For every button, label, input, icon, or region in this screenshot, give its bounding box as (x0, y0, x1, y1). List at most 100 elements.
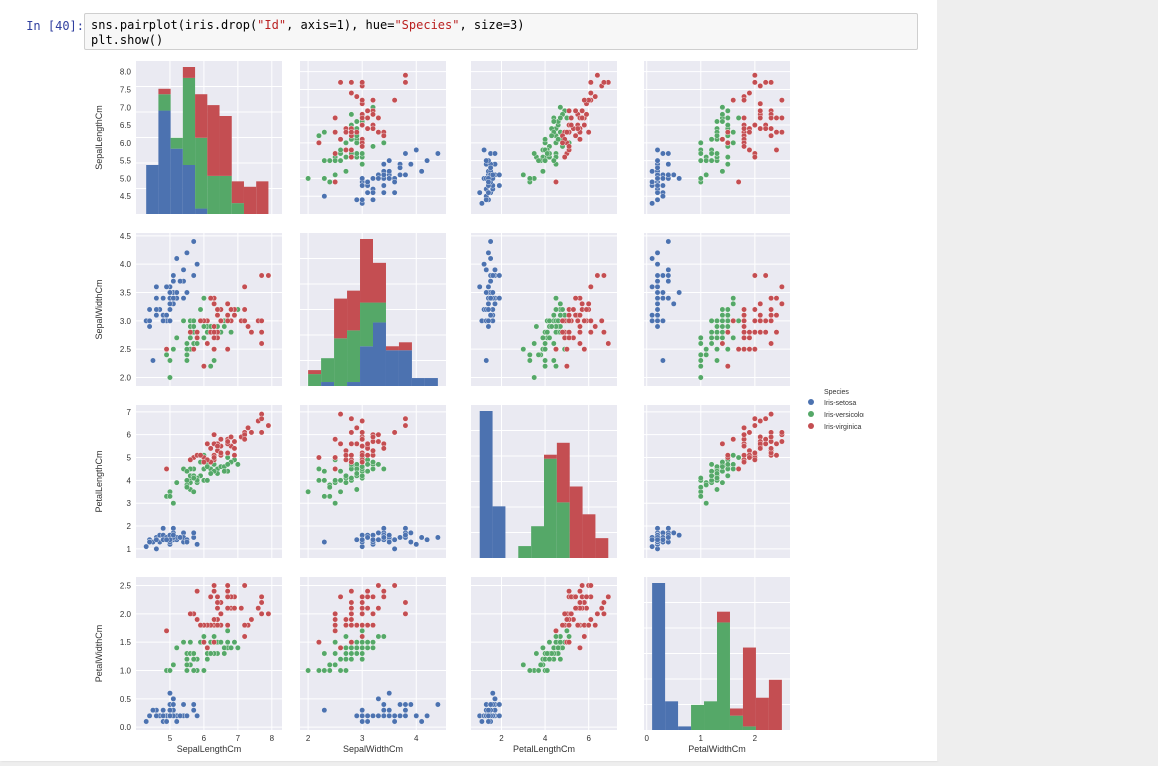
data-point-Iris-virginica (559, 622, 566, 629)
data-point-Iris-setosa (160, 295, 167, 302)
data-point-Iris-versicolor (316, 477, 322, 484)
data-point-Iris-virginica (566, 312, 572, 319)
data-point-Iris-versicolor (730, 139, 737, 146)
pairplot-panel-PetalLengthCm-vs-PetalLengthCm (471, 405, 617, 558)
code-token: , axis=1), hue= (286, 18, 395, 32)
y-tick-label: 2.5 (120, 345, 132, 354)
data-point-Iris-versicolor (557, 104, 564, 111)
data-point-Iris-virginica (762, 317, 769, 324)
data-point-Iris-versicolor (719, 306, 726, 313)
data-point-Iris-setosa (170, 695, 177, 702)
legend-label-Iris-versicolor: Iris-versicolor (824, 412, 864, 419)
data-point-Iris-setosa (160, 707, 167, 714)
data-point-Iris-versicolor (735, 454, 742, 461)
y-tick-label: 7.5 (120, 85, 132, 94)
histogram-bar-Iris-virginica (195, 94, 208, 138)
data-point-Iris-virginica (563, 346, 570, 353)
y-axis-label: SepalWidthCm (94, 279, 104, 339)
data-point-Iris-virginica (248, 429, 255, 436)
code-line-2[interactable]: plt.show() (91, 33, 164, 47)
data-point-Iris-versicolor (544, 329, 551, 336)
data-point-Iris-versicolor (714, 317, 720, 324)
pairplot-panel-SepalWidthCm-vs-SepalWidthCm (300, 233, 446, 386)
data-point-Iris-virginica (587, 317, 594, 324)
data-point-Iris-virginica (577, 340, 583, 347)
data-point-Iris-virginica (217, 610, 224, 617)
data-point-Iris-versicolor (719, 312, 726, 319)
pairplot-panel-SepalLengthCm-vs-SepalWidthCm (300, 61, 446, 214)
histogram-bar-Iris-versicolor (219, 175, 232, 214)
data-point-Iris-versicolor (190, 656, 197, 663)
data-point-Iris-versicolor (224, 627, 231, 634)
data-point-Iris-virginica (348, 429, 355, 436)
page-background (937, 0, 1158, 761)
data-point-Iris-setosa (676, 532, 683, 539)
data-point-Iris-versicolor (201, 633, 207, 640)
data-point-Iris-versicolor (531, 340, 538, 347)
data-point-Iris-setosa (654, 182, 661, 189)
data-point-Iris-versicolor (332, 477, 339, 484)
y-tick-label: 2.0 (120, 610, 132, 619)
data-point-Iris-virginica (553, 627, 559, 634)
data-point-Iris-versicolor (566, 633, 572, 640)
data-point-Iris-virginica (241, 436, 248, 443)
data-point-Iris-setosa (173, 718, 180, 725)
data-point-Iris-virginica (197, 452, 204, 459)
data-point-Iris-virginica (402, 72, 409, 79)
data-point-Iris-versicolor (167, 667, 173, 674)
y-tick-label: 4.5 (120, 232, 132, 241)
x-tick-label: 0 (644, 734, 649, 743)
code-input-area[interactable]: sns.pairplot(iris.drop("Id", axis=1), hu… (84, 13, 918, 50)
histogram-bar-Iris-virginica (385, 346, 399, 351)
data-point-Iris-setosa (321, 539, 328, 545)
data-point-Iris-versicolor (724, 312, 731, 319)
histogram-bar-Iris-virginica (569, 486, 583, 558)
data-point-Iris-versicolor (697, 175, 704, 182)
data-point-Iris-setosa (413, 541, 420, 548)
data-point-Iris-setosa (402, 171, 409, 178)
data-point-Iris-setosa (170, 278, 177, 285)
data-point-Iris-setosa (483, 157, 490, 164)
data-point-Iris-virginica (757, 329, 764, 336)
data-point-Iris-setosa (487, 255, 494, 262)
data-point-Iris-setosa (489, 690, 496, 697)
data-point-Iris-versicolor (207, 363, 214, 370)
data-point-Iris-virginica (574, 622, 581, 629)
data-point-Iris-virginica (751, 306, 758, 313)
data-point-Iris-setosa (391, 536, 398, 543)
data-point-Iris-virginica (585, 129, 592, 136)
histogram-bar-Iris-setosa (411, 378, 425, 386)
data-point-Iris-virginica (211, 639, 217, 646)
data-point-Iris-setosa (386, 168, 393, 175)
data-point-Iris-virginica (375, 431, 382, 438)
data-point-Iris-virginica (370, 111, 376, 118)
histogram-bar-Iris-virginica (582, 514, 596, 558)
data-point-Iris-virginica (730, 436, 737, 443)
histogram-bar-Iris-virginica (207, 105, 220, 176)
data-point-Iris-virginica (224, 438, 231, 445)
code-line-1[interactable]: sns.pairplot(iris.drop("Id", axis=1), hu… (91, 18, 525, 32)
data-point-Iris-virginica (574, 317, 581, 324)
data-point-Iris-versicolor (321, 129, 328, 136)
data-point-Iris-versicolor (353, 118, 360, 125)
data-point-Iris-virginica (224, 317, 231, 324)
data-point-Iris-versicolor (719, 334, 726, 341)
data-point-Iris-virginica (197, 317, 204, 324)
data-point-Iris-versicolor (703, 346, 710, 353)
data-point-Iris-versicolor (714, 150, 720, 157)
data-point-Iris-virginica (746, 147, 753, 153)
x-tick-label: 3 (360, 734, 365, 743)
data-point-Iris-virginica (594, 610, 601, 617)
data-point-Iris-virginica (719, 136, 726, 143)
histogram-bar-Iris-setosa (321, 382, 335, 386)
data-point-Iris-setosa (489, 289, 496, 296)
data-point-Iris-versicolor (548, 323, 555, 330)
data-point-Iris-versicolor (211, 633, 217, 640)
data-point-Iris-setosa (481, 261, 487, 268)
data-point-Iris-virginica (579, 107, 586, 114)
data-point-Iris-versicolor (316, 466, 322, 472)
data-point-Iris-setosa (654, 189, 661, 196)
data-point-Iris-setosa (391, 545, 398, 552)
data-point-Iris-virginica (265, 272, 272, 279)
data-point-Iris-versicolor (353, 639, 360, 646)
